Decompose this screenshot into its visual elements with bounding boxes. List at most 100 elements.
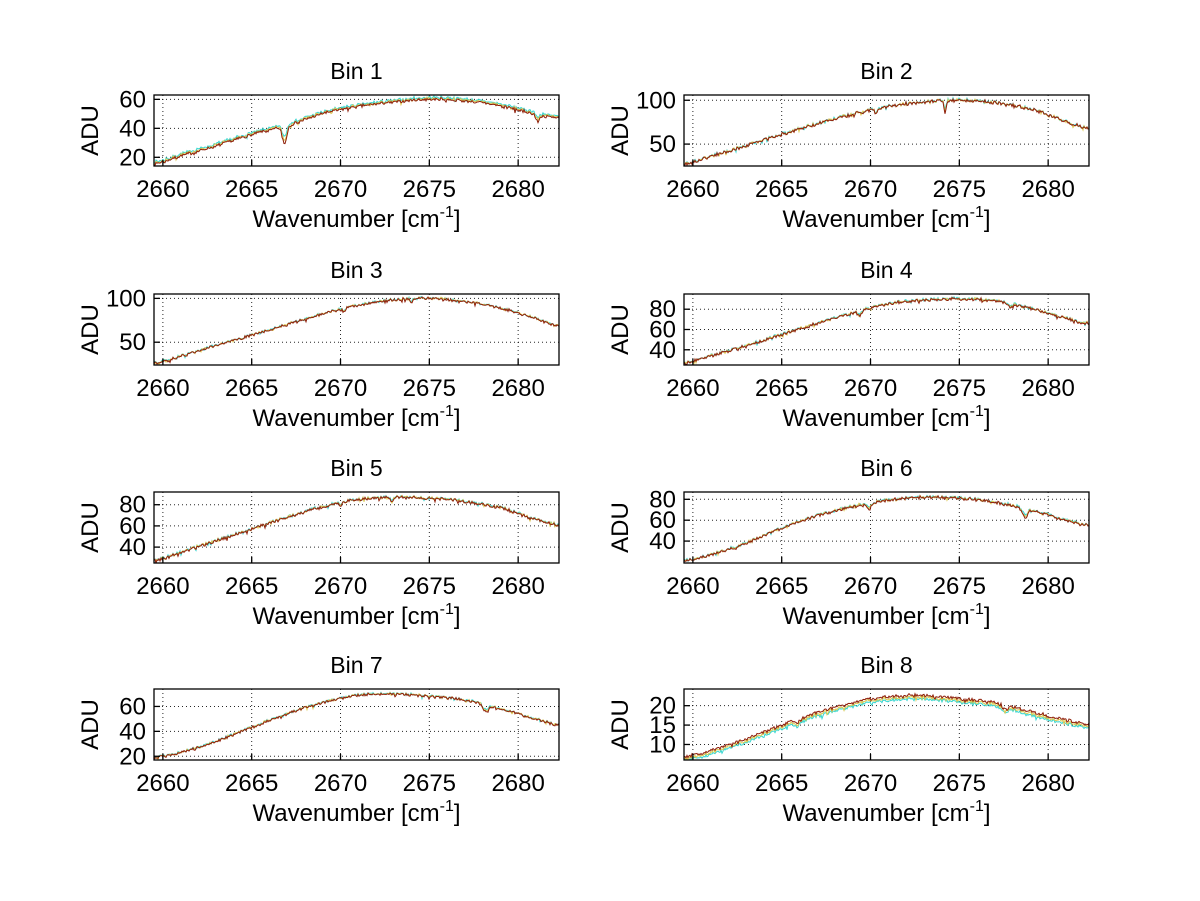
x-tick-label: 2675	[403, 770, 456, 797]
x-axis-label-sup: -1	[439, 798, 454, 815]
y-tick-label: 60	[119, 693, 146, 720]
y-axis-label: ADU	[607, 699, 634, 750]
x-axis-label-sup: -1	[969, 403, 984, 420]
x-axis-label-sup: -1	[969, 204, 984, 221]
trace-darkred	[684, 296, 1089, 365]
x-tick-label: 2670	[314, 176, 367, 203]
y-tick-label: 15	[649, 712, 676, 739]
axes-box	[153, 491, 560, 564]
x-tick-label: 2670	[314, 573, 367, 600]
subplot-bin-8: Bin 8 Wavenumber [cm-1] 2660 2665 2670 2675…	[607, 652, 1090, 827]
x-tick-label: 2670	[314, 375, 367, 402]
y-tick-label: 60	[649, 507, 676, 534]
x-axis-label-close: ]	[453, 800, 461, 827]
trace-darkred	[154, 692, 559, 760]
x-axis-label-close: ]	[983, 405, 991, 432]
x-axis-label-text: Wavenumber [cm	[252, 206, 440, 233]
x-tick-label: 2670	[844, 176, 897, 203]
y-tick-label: 40	[649, 528, 676, 555]
x-tick-label: 2665	[225, 176, 278, 203]
x-tick-label: 2675	[403, 176, 456, 203]
x-axis-label-close: ]	[983, 800, 991, 827]
trace-cyan	[684, 494, 1089, 563]
x-axis-label: Wavenumber [cm-1]	[684, 398, 1089, 434]
x-tick-label: 2675	[403, 573, 456, 600]
y-tick-label: 40	[119, 115, 146, 142]
y-tick-label: 80	[649, 296, 676, 323]
subplot-bin-5: Bin 5 Wavenumber [cm-1] 2660 2665 2670 2675…	[77, 455, 560, 630]
x-tick-label: 2665	[225, 770, 278, 797]
subplot-title: Bin 5	[330, 455, 383, 481]
x-axis-label-text: Wavenumber [cm	[782, 603, 970, 630]
x-tick-label: 2665	[755, 176, 808, 203]
x-axis-label-text: Wavenumber [cm	[782, 206, 970, 233]
y-tick-label: 60	[119, 513, 146, 540]
x-tick-label: 2670	[844, 770, 897, 797]
subplot-bin-3: Bin 3 Wavenumber [cm-1] 2660 2665 2670 2675…	[77, 257, 560, 432]
x-tick-label: 2680	[491, 770, 544, 797]
x-tick-label: 2660	[136, 770, 189, 797]
x-axis-label-sup: -1	[969, 798, 984, 815]
axes-box	[153, 293, 560, 366]
x-axis-label-sup: -1	[969, 601, 984, 618]
axes-box	[153, 94, 560, 167]
y-tick-label: 100	[106, 285, 146, 312]
x-tick-label: 2680	[1021, 176, 1074, 203]
y-tick-label: 40	[119, 534, 146, 561]
x-axis-label: Wavenumber [cm-1]	[684, 199, 1089, 235]
x-tick-label: 2670	[844, 375, 897, 402]
subplot-bin-4: Bin 4 Wavenumber [cm-1] 2660 2665 2670 2675…	[607, 257, 1090, 432]
x-tick-label: 2670	[844, 573, 897, 600]
x-axis-label-close: ]	[453, 603, 461, 630]
trace-darkred	[684, 692, 1089, 759]
x-axis-label: Wavenumber [cm-1]	[154, 199, 559, 235]
x-tick-label: 2675	[933, 770, 986, 797]
x-tick-label: 2675	[933, 176, 986, 203]
trace-yellow	[684, 494, 1089, 562]
x-axis-label-text: Wavenumber [cm	[252, 603, 440, 630]
x-axis-label-close: ]	[453, 206, 461, 233]
x-tick-label: 2680	[1021, 375, 1074, 402]
subplot-bin-1: Bin 1 Wavenumber [cm-1] 2660 2665 2670 2675…	[77, 58, 560, 233]
x-tick-label: 2675	[403, 375, 456, 402]
x-tick-label: 2660	[666, 375, 719, 402]
x-tick-label: 2680	[1021, 573, 1074, 600]
subplot-title: Bin 6	[860, 455, 913, 481]
trace-darkred	[684, 97, 1089, 166]
subplot-title: Bin 1	[330, 58, 383, 84]
trace-yellow	[154, 691, 559, 760]
x-axis-label-text: Wavenumber [cm	[252, 800, 440, 827]
x-axis-label-close: ]	[983, 206, 991, 233]
y-tick-label: 80	[649, 486, 676, 513]
x-tick-label: 2680	[491, 375, 544, 402]
x-tick-label: 2660	[666, 176, 719, 203]
y-tick-label: 20	[649, 693, 676, 720]
y-tick-label: 20	[119, 743, 146, 770]
x-tick-label: 2665	[755, 573, 808, 600]
x-tick-label: 2665	[225, 375, 278, 402]
y-tick-label: 60	[119, 86, 146, 113]
y-axis-label: ADU	[77, 304, 104, 355]
x-tick-label: 2675	[933, 573, 986, 600]
subplot-title: Bin 2	[860, 58, 913, 84]
x-axis-label-sup: -1	[439, 403, 454, 420]
y-tick-label: 50	[649, 131, 676, 158]
x-tick-label: 2680	[1021, 770, 1074, 797]
x-tick-label: 2670	[314, 770, 367, 797]
y-axis-label: ADU	[77, 502, 104, 553]
y-axis-label: ADU	[77, 105, 104, 156]
x-tick-label: 2680	[491, 573, 544, 600]
y-axis-label: ADU	[77, 699, 104, 750]
trace-darkred	[154, 495, 559, 563]
y-axis-label: ADU	[607, 105, 634, 156]
subplot-bin-6: Bin 6 Wavenumber [cm-1] 2660 2665 2670 2675…	[607, 455, 1090, 630]
subplot-title: Bin 7	[330, 652, 383, 678]
y-tick-label: 60	[649, 317, 676, 344]
x-axis-label: Wavenumber [cm-1]	[154, 793, 559, 829]
x-tick-label: 2660	[666, 573, 719, 600]
trace-cyan	[154, 691, 559, 759]
